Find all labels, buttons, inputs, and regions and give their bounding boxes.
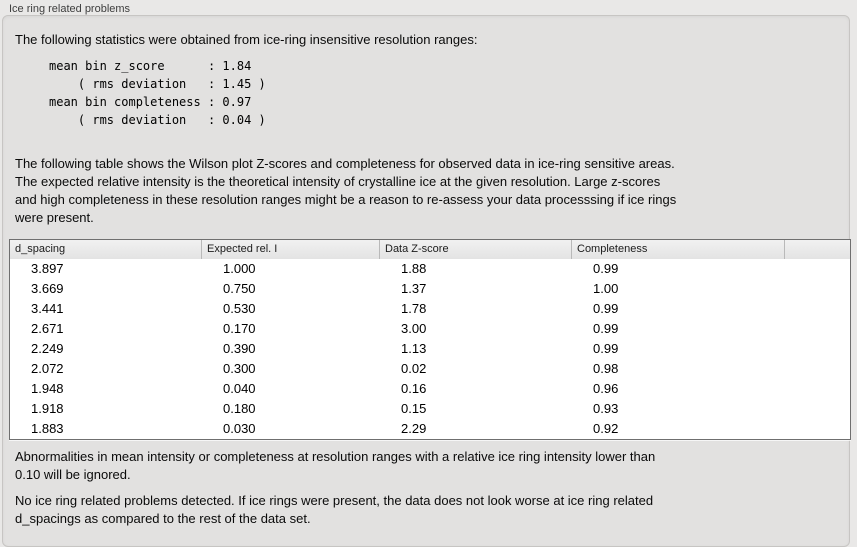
table-row[interactable]: 3.897 1.000 1.88 0.99 <box>10 259 850 279</box>
cell-d-spacing: 1.918 <box>31 401 64 416</box>
table-row[interactable]: 3.669 0.750 1.37 1.00 <box>10 279 850 299</box>
cell-expected-rel-i: 0.750 <box>223 281 256 296</box>
cell-d-spacing: 3.669 <box>31 281 64 296</box>
cell-empty <box>785 319 850 339</box>
table-row[interactable]: 2.072 0.300 0.02 0.98 <box>10 359 850 379</box>
cell-empty <box>785 339 850 359</box>
cell-empty <box>785 299 850 319</box>
conclusion-text: No ice ring related problems detected. I… <box>15 493 654 526</box>
cell-data-z-score: 1.88 <box>401 261 427 276</box>
cell-completeness: 0.92 <box>593 421 619 436</box>
cell-empty <box>785 259 850 279</box>
cell-d-spacing: 2.072 <box>31 361 64 376</box>
table-intro-text: The following table shows the Wilson plo… <box>15 156 677 225</box>
group-box-label: Ice ring related problems <box>9 3 131 15</box>
column-header-completeness[interactable]: Completeness <box>572 240 785 259</box>
column-header-d-spacing[interactable]: d_spacing <box>10 240 202 259</box>
cell-data-z-score: 0.16 <box>401 381 427 396</box>
cell-d-spacing: 1.883 <box>31 421 64 436</box>
ignore-note-text: Abnormalities in mean intensity or compl… <box>15 449 656 482</box>
cell-empty <box>785 419 850 439</box>
cell-data-z-score: 0.15 <box>401 401 427 416</box>
table-row[interactable]: 2.671 0.170 3.00 0.99 <box>10 319 850 339</box>
cell-d-spacing: 3.897 <box>31 261 64 276</box>
table-row[interactable]: 1.948 0.040 0.16 0.96 <box>10 379 850 399</box>
cell-completeness: 0.99 <box>593 261 619 276</box>
ice-ring-panel: The following statistics were obtained f… <box>2 15 851 547</box>
cell-completeness: 0.99 <box>593 301 619 316</box>
cell-expected-rel-i: 0.030 <box>223 421 256 436</box>
cell-data-z-score: 1.13 <box>401 341 427 356</box>
cell-expected-rel-i: 1.000 <box>223 261 256 276</box>
column-header-empty <box>785 240 850 259</box>
cell-d-spacing: 2.249 <box>31 341 64 356</box>
stats-block: mean bin z_score : 1.84 ( rms deviation … <box>49 59 266 127</box>
cell-d-spacing: 3.441 <box>31 301 64 316</box>
cell-empty <box>785 399 850 419</box>
cell-expected-rel-i: 0.040 <box>223 381 256 396</box>
cell-expected-rel-i: 0.530 <box>223 301 256 316</box>
cell-completeness: 0.99 <box>593 341 619 356</box>
cell-expected-rel-i: 0.170 <box>223 321 256 336</box>
cell-d-spacing: 2.671 <box>31 321 64 336</box>
cell-data-z-score: 1.78 <box>401 301 427 316</box>
cell-data-z-score: 2.29 <box>401 421 427 436</box>
cell-empty <box>785 359 850 379</box>
column-header-expected-rel-i[interactable]: Expected rel. I <box>202 240 380 259</box>
cell-empty <box>785 279 850 299</box>
table-row[interactable]: 1.883 0.030 2.29 0.92 <box>10 419 850 439</box>
cell-data-z-score: 3.00 <box>401 321 427 336</box>
cell-completeness: 0.96 <box>593 381 619 396</box>
cell-empty <box>785 379 850 399</box>
cell-expected-rel-i: 0.300 <box>223 361 256 376</box>
cell-d-spacing: 1.948 <box>31 381 64 396</box>
table-header-row: d_spacing Expected rel. I Data Z-score C… <box>10 240 850 259</box>
table-row[interactable]: 1.918 0.180 0.15 0.93 <box>10 399 850 419</box>
cell-completeness: 1.00 <box>593 281 619 296</box>
cell-completeness: 0.93 <box>593 401 619 416</box>
ice-ring-table: d_spacing Expected rel. I Data Z-score C… <box>9 239 851 440</box>
cell-completeness: 0.99 <box>593 321 619 336</box>
column-header-data-z-score[interactable]: Data Z-score <box>380 240 572 259</box>
cell-expected-rel-i: 0.390 <box>223 341 256 356</box>
cell-data-z-score: 1.37 <box>401 281 427 296</box>
cell-data-z-score: 0.02 <box>401 361 427 376</box>
cell-expected-rel-i: 0.180 <box>223 401 256 416</box>
table-row[interactable]: 2.249 0.390 1.13 0.99 <box>10 339 850 359</box>
cell-completeness: 0.98 <box>593 361 619 376</box>
table-row[interactable]: 3.441 0.530 1.78 0.99 <box>10 299 850 319</box>
intro-text: The following statistics were obtained f… <box>15 32 478 47</box>
